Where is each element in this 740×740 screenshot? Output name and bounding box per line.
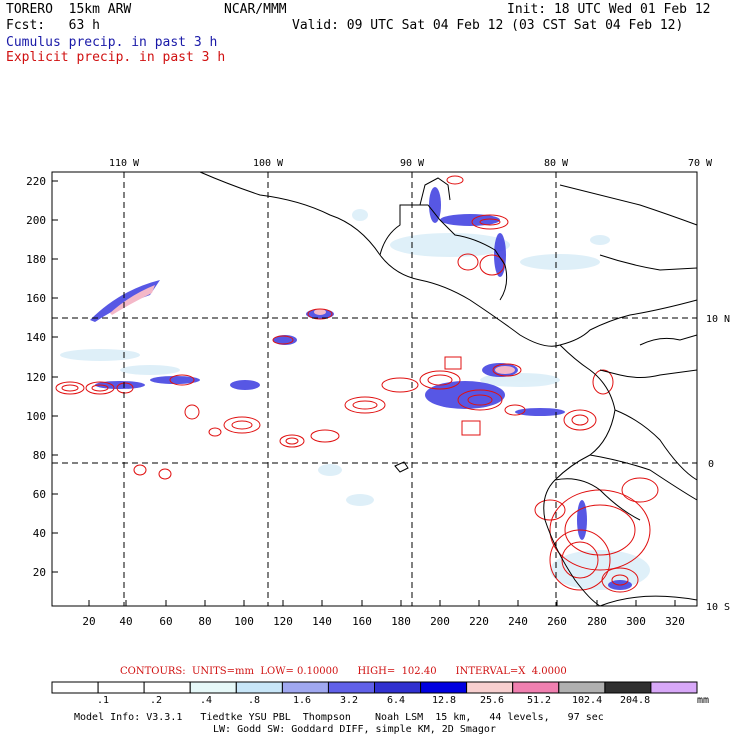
colorbar-swatch: [143, 681, 191, 694]
lon-label: 90 W: [400, 158, 425, 169]
model-title: TORERO 15km ARW: [6, 2, 132, 17]
lon-label: 70 W: [688, 158, 713, 169]
map-frame: [51, 171, 698, 607]
cumulus-precip-label: Cumulus precip. in past 3 h: [6, 35, 218, 50]
explicit-precip-label: Explicit precip. in past 3 h: [6, 50, 226, 65]
colorbar-swatch: [650, 681, 698, 694]
colorbar-swatch: [235, 681, 283, 694]
coastlines: [199, 171, 698, 607]
organization-label: NCAR/MMM: [224, 2, 287, 17]
explicit-precip-contours: [55, 175, 659, 593]
x-tick-label: 180: [391, 615, 411, 628]
heavy-precip-areas: [110, 285, 515, 374]
colorbar-label: 102.4: [572, 695, 603, 706]
x-tick-label: 40: [119, 615, 132, 628]
x-tick-label: 220: [469, 615, 489, 628]
physics-info: LW: Godd SW: Goddard DIFF, simple KM, 2D…: [213, 724, 496, 735]
y-tick-label: 60: [33, 488, 46, 501]
colorbar-label: 3.2: [340, 695, 359, 706]
colorbar-label: .8: [248, 695, 261, 706]
x-tick-label: 240: [508, 615, 528, 628]
axis-ticks: [52, 180, 676, 606]
colorbar-label: .4: [200, 695, 213, 706]
y-tick-label: 100: [26, 410, 46, 423]
x-tick-label: 20: [82, 615, 95, 628]
y-tick-label: 120: [26, 371, 46, 384]
colorbar-unit: mm: [697, 695, 710, 706]
colorbar-swatch: [327, 681, 375, 694]
x-tick-label: 60: [159, 615, 172, 628]
colorbar-label: 12.8: [432, 695, 457, 706]
lon-label: 100 W: [253, 158, 284, 169]
x-tick-label: 260: [547, 615, 567, 628]
colorbar: [51, 681, 698, 694]
colorbar-swatch: [604, 681, 652, 694]
model-info: Model Info: V3.3.1 Tiedtke YSU PBL Thomp…: [74, 712, 604, 723]
colorbar-label: 51.2: [527, 695, 552, 706]
x-tick-label: 140: [312, 615, 332, 628]
y-tick-label: 20: [33, 566, 46, 579]
x-tick-label: 320: [665, 615, 685, 628]
lat-label: 10 N: [706, 314, 730, 325]
lon-label: 80 W: [544, 158, 569, 169]
colorbar-swatch: [420, 681, 468, 694]
colorbar-swatch: [512, 681, 560, 694]
colorbar-swatch: [558, 681, 606, 694]
lat-label: 10 S: [706, 602, 730, 613]
colorbar-label: 1.6: [293, 695, 312, 706]
colorbar-label: 25.6: [480, 695, 505, 706]
valid-time: Valid: 09 UTC Sat 04 Feb 12 (03 CST Sat …: [292, 18, 684, 33]
colorbar-label: 204.8: [620, 695, 651, 706]
colorbar-label: 6.4: [387, 695, 406, 706]
lat-lon-grid: [52, 172, 697, 606]
y-tick-label: 40: [33, 527, 46, 540]
colorbar-swatch: [189, 681, 237, 694]
init-time: Init: 18 UTC Wed 01 Feb 12: [507, 2, 711, 17]
y-tick-label: 220: [26, 175, 46, 188]
colorbar-swatch: [281, 681, 329, 694]
forecast-hour: Fcst: 63 h: [6, 18, 100, 33]
x-tick-label: 280: [587, 615, 607, 628]
colorbar-label: .2: [150, 695, 163, 706]
lon-label: 110 W: [109, 158, 140, 169]
contour-info: CONTOURS: UNITS=mm LOW= 0.10000 HIGH= 10…: [120, 666, 567, 677]
y-tick-label: 140: [26, 331, 46, 344]
x-tick-label: 160: [352, 615, 372, 628]
x-tick-label: 300: [626, 615, 646, 628]
x-tick-label: 200: [430, 615, 450, 628]
x-tick-label: 80: [198, 615, 211, 628]
colorbar-swatch: [97, 681, 145, 694]
y-tick-label: 80: [33, 449, 46, 462]
lat-label: 0: [708, 459, 714, 470]
y-tick-label: 180: [26, 253, 46, 266]
y-tick-label: 200: [26, 214, 46, 227]
y-tick-label: 160: [26, 292, 46, 305]
colorbar-swatch: [374, 681, 422, 694]
colorbar-swatch: [51, 681, 99, 694]
x-tick-label: 120: [273, 615, 293, 628]
colorbar-swatch: [466, 681, 514, 694]
x-tick-label: 100: [234, 615, 254, 628]
cumulus-precip-areas: [90, 187, 632, 590]
colorbar-label: .1: [97, 695, 110, 706]
